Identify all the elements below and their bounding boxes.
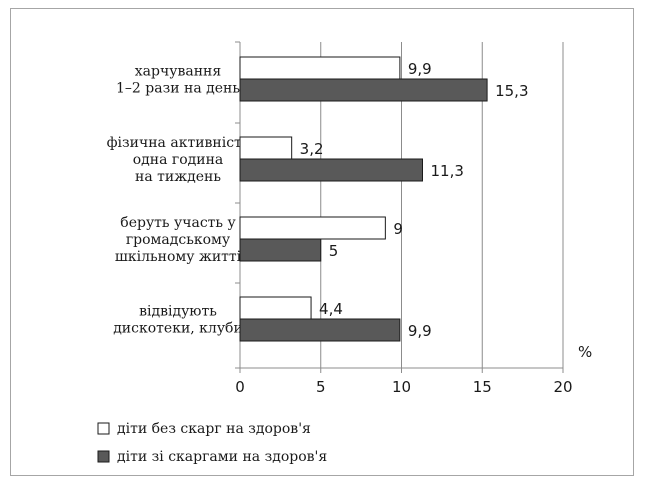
unit-label: % <box>578 343 592 361</box>
data-label: 15,3 <box>495 82 528 100</box>
bar-no-complaints <box>239 56 401 80</box>
x-tick-label: 15 <box>473 378 492 396</box>
bar-no-complaints <box>239 216 386 240</box>
legend-label: діти без скарг на здоров'я <box>117 421 311 437</box>
legend-swatch <box>97 422 110 435</box>
data-label: 9 <box>393 220 403 238</box>
data-label: 9,9 <box>408 322 432 340</box>
bar-with-complaints <box>239 158 423 182</box>
x-tick-label: 10 <box>392 378 411 396</box>
bar-with-complaints <box>239 318 401 342</box>
bar-no-complaints <box>239 136 293 160</box>
x-tick-label: 5 <box>316 378 326 396</box>
data-label: 11,3 <box>430 162 463 180</box>
data-label: 4,4 <box>319 300 343 318</box>
category-label: фізична активність одна година на тиждень <box>107 135 250 185</box>
legend-label: діти зі скаргами на здоров'я <box>117 449 327 465</box>
category-label: відвідують дискотеки, клуби <box>113 304 243 337</box>
category-label: беруть участь у громадському шкільному жит… <box>115 215 242 265</box>
data-label: 3,2 <box>300 140 324 158</box>
category-label: харчування 1–2 рази на день <box>116 64 240 97</box>
bar-with-complaints <box>239 78 488 102</box>
bar-with-complaints <box>239 238 322 262</box>
legend-swatch <box>97 450 110 463</box>
x-tick-label: 0 <box>235 378 245 396</box>
bar-no-complaints <box>239 296 312 320</box>
x-tick-label: 20 <box>553 378 572 396</box>
data-label: 9,9 <box>408 60 432 78</box>
data-label: 5 <box>329 242 339 260</box>
